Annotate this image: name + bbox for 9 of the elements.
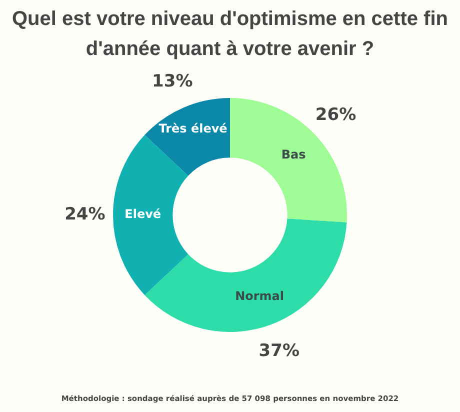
data-label: 24% [64, 204, 106, 224]
data-label: 13% [152, 71, 193, 92]
slice-label: Normal [235, 289, 284, 304]
slice-label: Bas [281, 147, 306, 162]
slice-label: Elevé [124, 207, 162, 222]
data-label: 26% [315, 105, 356, 126]
chart-title: Quel est votre niveau d'optimisme en cette fin d'année quant à votre avenir ? [11, 7, 449, 62]
data-label: 37% [258, 340, 300, 361]
slice-label: Très élevé [158, 122, 228, 136]
